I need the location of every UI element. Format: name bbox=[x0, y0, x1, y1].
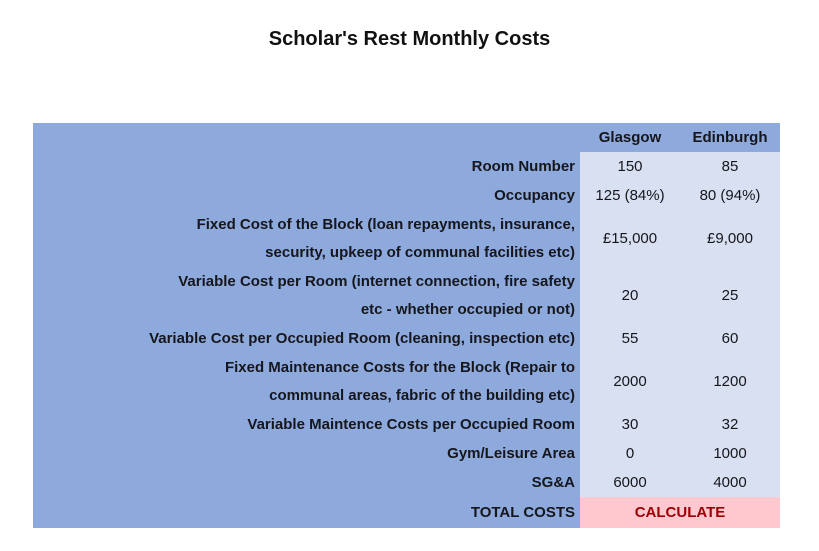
glasgow-occupancy: 125 (84%) bbox=[580, 181, 680, 210]
glasgow-variable-cost-room: 20 bbox=[580, 267, 680, 324]
glasgow-variable-maintenance: 30 bbox=[580, 410, 680, 439]
edinburgh-room-number: 85 bbox=[680, 152, 780, 181]
edinburgh-occupancy: 80 (94%) bbox=[680, 181, 780, 210]
glasgow-room-number: 150 bbox=[580, 152, 680, 181]
row-label-gym-leisure: Gym/Leisure Area bbox=[33, 439, 580, 468]
row-label-fixed-maintenance: Fixed Maintenance Costs for the Block (R… bbox=[33, 353, 580, 410]
row-label-occupancy: Occupancy bbox=[33, 181, 580, 210]
edinburgh-fixed-maintenance: 1200 bbox=[680, 353, 780, 410]
glasgow-sga: 6000 bbox=[580, 468, 680, 497]
row-label-variable-cost-occupied-room: Variable Cost per Occupied Room (cleanin… bbox=[33, 324, 580, 353]
row-label-variable-cost-room: Variable Cost per Room (internet connect… bbox=[33, 267, 580, 324]
glasgow-variable-cost-occupied-room: 55 bbox=[580, 324, 680, 353]
row-label-fixed-cost-block: Fixed Cost of the Block (loan repayments… bbox=[33, 210, 580, 267]
glasgow-gym-leisure: 0 bbox=[580, 439, 680, 468]
glasgow-fixed-maintenance: 2000 bbox=[580, 353, 680, 410]
edinburgh-fixed-cost-block: £9,000 bbox=[680, 210, 780, 267]
page-title: Scholar's Rest Monthly Costs bbox=[268, 28, 551, 50]
row-label-variable-maintenance: Variable Maintence Costs per Occupied Ro… bbox=[33, 410, 580, 439]
row-label-total-costs: TOTAL COSTS bbox=[33, 497, 580, 528]
edinburgh-variable-cost-occupied-room: 60 bbox=[680, 324, 780, 353]
costs-table: Glasgow Edinburgh Room Number 150 85 Occ… bbox=[33, 123, 780, 528]
edinburgh-variable-maintenance: 32 bbox=[680, 410, 780, 439]
row-label-sga: SG&A bbox=[33, 468, 580, 497]
edinburgh-variable-cost-room: 25 bbox=[680, 267, 780, 324]
calculate-cell[interactable]: CALCULATE bbox=[580, 497, 780, 528]
edinburgh-sga: 4000 bbox=[680, 468, 780, 497]
edinburgh-gym-leisure: 1000 bbox=[680, 439, 780, 468]
header-empty-cell bbox=[33, 123, 580, 152]
row-label-room-number: Room Number bbox=[33, 152, 580, 181]
column-header-edinburgh: Edinburgh bbox=[680, 123, 780, 152]
glasgow-fixed-cost-block: £15,000 bbox=[580, 210, 680, 267]
column-header-glasgow: Glasgow bbox=[580, 123, 680, 152]
